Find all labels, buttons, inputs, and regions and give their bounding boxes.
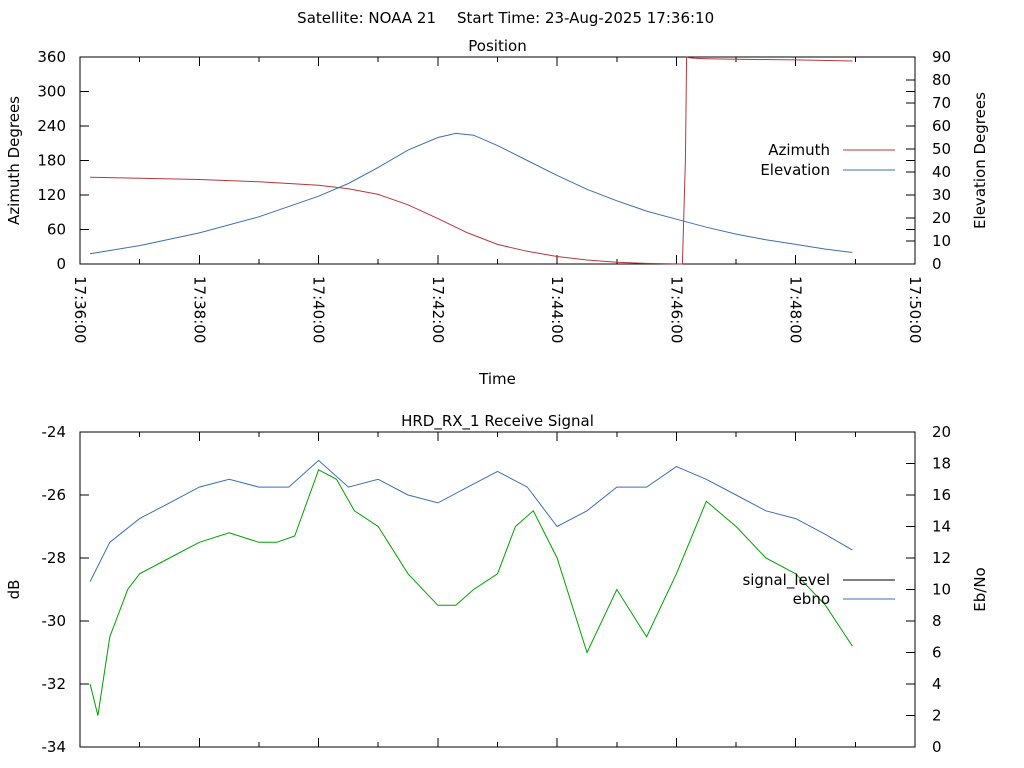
y2-tick-label: 30 <box>932 186 951 204</box>
y-tick-label: 60 <box>47 221 66 239</box>
y2-tick-label: 60 <box>932 117 951 135</box>
chart-title: Position <box>468 37 526 55</box>
y2-tick-label: 20 <box>932 423 951 441</box>
y-tick-label: -24 <box>42 423 67 441</box>
x-tick-label: 17:50:00 <box>906 276 924 343</box>
series-line-ebno <box>89 459 853 582</box>
y2-axis-label: Elevation Degrees <box>971 92 989 229</box>
y2-tick-label: 0 <box>932 255 942 273</box>
legend-label: Azimuth <box>768 141 830 159</box>
y2-tick-label: 0 <box>932 738 942 756</box>
y2-tick-label: 70 <box>932 94 951 112</box>
position-chart: Position 0 60 120 180 240 300 360 0 10 20 30 40 50 60 7… <box>5 37 989 388</box>
y2-tick-label: 14 <box>932 518 951 536</box>
y2-tick-label: 10 <box>932 232 951 250</box>
y-tick-label: -32 <box>42 675 67 693</box>
plot-frame <box>79 431 916 748</box>
y2-tick-label: 10 <box>932 581 951 599</box>
y2-axis-label: Eb/No <box>971 567 989 611</box>
legend-label: signal_level <box>742 571 830 590</box>
y2-tick-label: 18 <box>932 455 951 473</box>
x-tick-label: 17:44:00 <box>548 276 566 343</box>
x-tick-label: 17:36:00 <box>71 276 89 343</box>
y-tick-label: 240 <box>37 117 66 135</box>
y2-tick-label: 40 <box>932 163 951 181</box>
start-time-label: Start Time: 23-Aug-2025 17:36:10 <box>457 9 714 27</box>
y2-tick-label: 20 <box>932 209 951 227</box>
y2-tick-label: 50 <box>932 140 951 158</box>
y2-tick-label: 16 <box>932 486 951 504</box>
y-axis-label: Azimuth Degrees <box>5 96 23 225</box>
y-tick-label: -26 <box>42 486 67 504</box>
y-axis-label: dB <box>5 580 23 600</box>
y2-tick-label: 12 <box>932 549 951 567</box>
y2-tick-label: 90 <box>932 48 951 66</box>
x-tick-label: 17:42:00 <box>429 276 447 343</box>
x-tick-label: 17:40:00 <box>310 276 328 343</box>
y2-tick-label: 8 <box>932 612 942 630</box>
x-axis-label: Time <box>478 370 516 388</box>
y-tick-label: 120 <box>37 186 66 204</box>
x-tick-label: 17:48:00 <box>787 276 805 343</box>
signal-chart: HRD_RX_1 Receive Signal -34 -32 -30 -28 -26 -2… <box>5 412 989 756</box>
y2-tick-label: 2 <box>932 707 942 725</box>
series-line-signal-level-trace <box>89 469 853 716</box>
y-tick-label: -30 <box>42 612 67 630</box>
x-tick-label: 17:46:00 <box>667 276 685 343</box>
y-tick-label: 180 <box>37 152 66 170</box>
chart-title: HRD_RX_1 Receive Signal <box>401 412 594 431</box>
y-tick-label: -34 <box>42 738 67 756</box>
y-tick-label: 360 <box>37 48 66 66</box>
satellite-label: Satellite: NOAA 21 <box>297 9 436 27</box>
legend-label: Elevation <box>760 161 830 179</box>
series-line-elevation <box>90 132 853 255</box>
x-tick-label: 17:38:00 <box>190 276 208 343</box>
series-line-azimuth <box>90 56 853 265</box>
y-tick-label: 0 <box>56 255 66 273</box>
y2-tick-label: 6 <box>932 644 942 662</box>
y-tick-label: 300 <box>37 83 66 101</box>
y2-tick-label: 4 <box>932 675 942 693</box>
legend-label: ebno <box>793 590 830 608</box>
y-tick-label: -28 <box>42 549 67 567</box>
y2-tick-label: 80 <box>932 71 951 89</box>
